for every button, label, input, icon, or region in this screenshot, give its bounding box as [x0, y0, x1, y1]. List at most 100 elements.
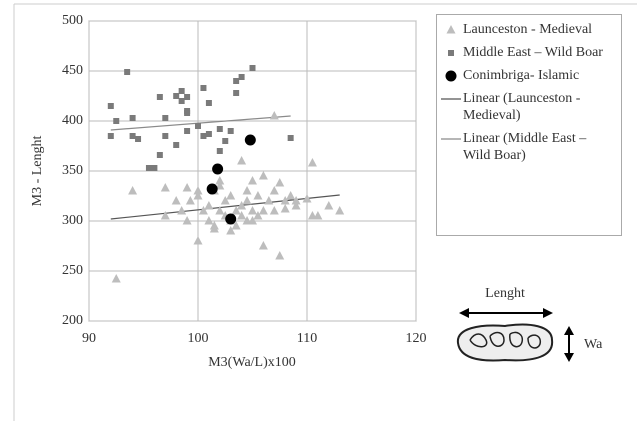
legend-swatch	[448, 50, 454, 56]
square-marker	[249, 65, 256, 71]
square-marker	[162, 115, 169, 121]
square-marker	[156, 94, 163, 100]
square-marker	[227, 128, 234, 134]
triangle-marker	[280, 204, 290, 213]
triangle-marker	[269, 111, 279, 120]
triangle-marker	[237, 156, 247, 165]
circle-marker	[244, 134, 256, 146]
triangle-marker	[253, 211, 263, 220]
square-marker	[129, 115, 136, 121]
legend: Launceston - Medieval Middle East – Wild …	[436, 14, 622, 236]
tooth-detail	[469, 331, 542, 349]
triangle-marker	[258, 171, 268, 180]
triangle-marker	[313, 211, 323, 220]
square-marker	[151, 165, 158, 171]
width-label: Wa	[584, 337, 603, 352]
y-axis-title: M3 - Lenght	[30, 136, 45, 207]
square-marker	[222, 138, 229, 144]
triangle-marker	[215, 176, 225, 185]
triangle-marker	[182, 216, 192, 225]
triangle-marker	[193, 186, 203, 195]
triangle-marker	[128, 186, 138, 195]
tooth-diagram: Lenght Wa	[456, 286, 603, 362]
circle-marker	[212, 163, 224, 175]
square-marker	[287, 135, 294, 141]
square-marker	[448, 50, 454, 56]
triangle-marker	[171, 196, 181, 205]
legend-label: Middle East – Wild Boar	[463, 45, 603, 60]
y-tick-label: 200	[62, 313, 83, 328]
square-marker	[216, 126, 223, 132]
circle-marker	[225, 213, 237, 225]
square-marker	[162, 133, 169, 139]
triangle-marker	[286, 191, 296, 200]
square-marker	[238, 74, 245, 80]
triangle-marker	[237, 201, 247, 210]
triangle-marker	[446, 25, 456, 34]
triangle-marker	[204, 216, 214, 225]
legend-label: Linear (Launceston - Medieval)	[463, 91, 581, 123]
square-marker	[129, 133, 136, 139]
x-tick-label: 90	[82, 331, 96, 346]
triangle-marker	[242, 186, 252, 195]
triangle-marker	[291, 201, 301, 210]
square-marker	[216, 148, 223, 154]
triangle-marker	[269, 186, 279, 195]
square-marker	[184, 128, 191, 134]
triangle-marker	[335, 206, 345, 215]
legend-swatch	[441, 138, 461, 140]
triangle-marker	[237, 211, 247, 220]
x-tick-label: 110	[297, 331, 317, 346]
y-tick-label: 450	[62, 63, 83, 78]
triangle-marker	[248, 206, 257, 215]
triangle-marker	[204, 201, 214, 210]
triangle-marker	[324, 201, 334, 210]
square-marker	[135, 136, 142, 142]
circle-marker	[445, 70, 457, 82]
triangle-marker	[258, 241, 268, 250]
triangle-marker	[215, 206, 225, 215]
square-marker	[113, 118, 120, 124]
square-marker	[156, 152, 163, 158]
triangle-marker	[291, 196, 301, 205]
square-marker	[124, 69, 131, 75]
triangle-marker	[269, 206, 279, 215]
legend-swatch	[445, 70, 457, 82]
triangle-marker	[160, 211, 170, 220]
triangle-marker	[209, 224, 219, 233]
legend-swatch	[446, 25, 456, 34]
legend-item: Launceston - Medieval	[441, 21, 615, 38]
square-marker	[233, 78, 240, 84]
triangle-marker	[111, 274, 121, 283]
legend-label: Conimbriga- Islamic	[463, 68, 580, 83]
triangle-marker	[185, 196, 195, 205]
triangle-marker	[215, 181, 225, 190]
square-marker	[173, 93, 180, 99]
y-tick-label: 400	[62, 113, 83, 128]
triangle-marker	[264, 196, 274, 205]
triangle-marker	[177, 206, 187, 215]
trend-line	[110, 194, 340, 220]
x-axis-title: M3(Wa/L)x100	[208, 355, 296, 370]
square-marker	[195, 123, 201, 129]
triangle-marker	[160, 183, 170, 192]
y-tick-label: 500	[62, 13, 83, 28]
triangle-marker	[182, 183, 192, 192]
square-marker	[107, 103, 114, 109]
triangle-marker	[275, 251, 285, 260]
square-marker	[145, 165, 152, 171]
triangle-marker	[226, 226, 236, 235]
length-label: Lenght	[485, 286, 525, 301]
y-tick-label: 250	[62, 263, 83, 278]
square-marker	[184, 108, 191, 114]
tooth	[456, 323, 554, 362]
square-marker	[107, 133, 114, 139]
triangle-marker	[193, 236, 203, 245]
square-marker	[200, 133, 207, 139]
triangle-marker	[280, 196, 290, 205]
legend-label: Linear (Middle East – Wild Boar)	[463, 131, 587, 163]
triangle-marker	[198, 206, 208, 215]
square-marker	[205, 131, 212, 137]
